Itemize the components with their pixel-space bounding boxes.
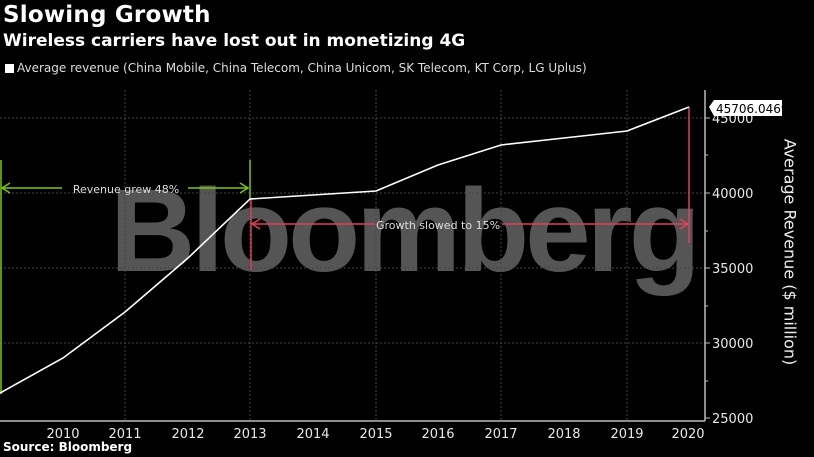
legend-swatch-icon xyxy=(5,63,14,73)
legend: Average revenue (China Mobile, China Tel… xyxy=(5,61,587,75)
source-note: Source: Bloomberg xyxy=(3,440,133,454)
svg-text:45706.0469: 45706.0469 xyxy=(716,102,789,116)
svg-text:40000: 40000 xyxy=(712,187,753,202)
watermark: Bloomberg xyxy=(110,165,697,297)
gridlines xyxy=(0,90,705,421)
chart-subtitle: Wireless carriers have lost out in monet… xyxy=(3,31,466,51)
svg-text:2018: 2018 xyxy=(547,427,580,442)
annotation-green-label: Revenue grew 48% xyxy=(73,183,179,196)
svg-text:2016: 2016 xyxy=(421,427,454,442)
svg-text:2010: 2010 xyxy=(46,427,79,442)
x-tick-labels: 2010 2011 2012 2013 2014 2015 2016 2017 … xyxy=(46,427,704,442)
svg-text:2020: 2020 xyxy=(671,427,704,442)
y-ticks xyxy=(705,117,710,419)
svg-text:2013: 2013 xyxy=(233,427,266,442)
y-tick-labels: 25000 30000 35000 40000 45000 xyxy=(712,112,753,427)
annotation-red xyxy=(250,107,690,270)
svg-text:35000: 35000 xyxy=(712,262,753,277)
legend-label: Average revenue (China Mobile, China Tel… xyxy=(17,61,587,75)
axes xyxy=(0,90,706,422)
series-line xyxy=(0,106,690,394)
svg-text:25000: 25000 xyxy=(712,412,753,427)
last-value-tag: 45706.0469 xyxy=(709,100,789,116)
annotation-green xyxy=(0,160,251,394)
chart-title: Slowing Growth xyxy=(3,2,211,28)
svg-text:2019: 2019 xyxy=(610,427,643,442)
svg-text:2012: 2012 xyxy=(171,427,204,442)
svg-text:2015: 2015 xyxy=(359,427,392,442)
y-axis-label: Average Revenue ($ million) xyxy=(780,138,800,366)
svg-text:2017: 2017 xyxy=(484,427,517,442)
svg-text:2011: 2011 xyxy=(108,427,141,442)
svg-text:2014: 2014 xyxy=(296,427,329,442)
svg-text:30000: 30000 xyxy=(712,337,753,352)
annotation-red-label: Growth slowed to 15% xyxy=(376,219,500,232)
